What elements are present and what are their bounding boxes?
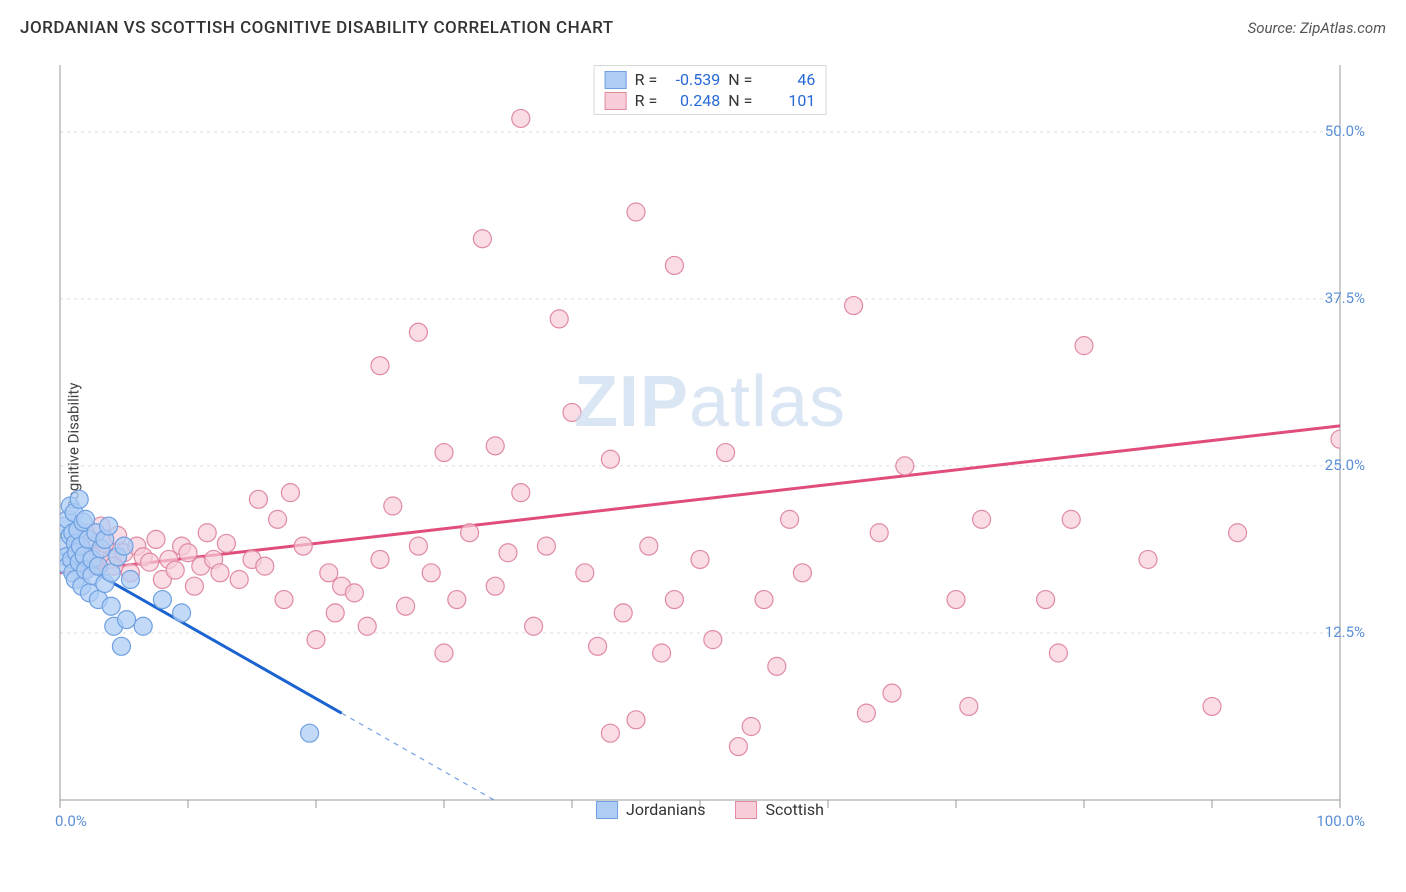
n-label: N = — [728, 91, 752, 110]
y-tick-label: 37.5% — [1325, 289, 1365, 307]
y-tick-label: 12.5% — [1325, 623, 1365, 641]
r-value-0: -0.539 — [665, 70, 720, 89]
legend-item-1: Scottish — [736, 800, 824, 819]
n-value-1: 101 — [760, 91, 815, 110]
legend-series: Jordanians Scottish — [596, 800, 824, 819]
legend-item-0: Jordanians — [596, 800, 705, 819]
r-value-1: 0.248 — [665, 91, 720, 110]
x-tick-label: 0.0% — [55, 812, 87, 830]
legend-stats-row-1: R = 0.248 N = 101 — [605, 91, 816, 110]
r-label: R = — [635, 91, 658, 110]
legend-label-1: Scottish — [766, 800, 824, 819]
legend-stats-row-0: R = -0.539 N = 46 — [605, 70, 816, 89]
chart-title: JORDANIAN VS SCOTTISH COGNITIVE DISABILI… — [20, 18, 614, 38]
y-tick-label: 50.0% — [1325, 122, 1365, 140]
swatch-jordanians — [605, 71, 627, 89]
x-tick-label: 100.0% — [1316, 812, 1365, 830]
legend-stats: R = -0.539 N = 46 R = 0.248 N = 101 — [594, 65, 827, 115]
legend-label-0: Jordanians — [626, 800, 705, 819]
chart-source: Source: ZipAtlas.com — [1248, 19, 1386, 37]
r-label: R = — [635, 70, 658, 89]
swatch-scottish-icon — [736, 801, 758, 819]
chart-header: JORDANIAN VS SCOTTISH COGNITIVE DISABILI… — [20, 18, 1386, 38]
n-label: N = — [728, 70, 752, 89]
chart-area: ZIPatlas R = -0.539 N = 46 R = 0.248 N =… — [50, 55, 1370, 825]
n-value-0: 46 — [760, 70, 815, 89]
scatter-chart-svg — [50, 55, 1370, 825]
swatch-jordanians-icon — [596, 801, 618, 819]
y-tick-label: 25.0% — [1325, 456, 1365, 474]
swatch-scottish — [605, 92, 627, 110]
